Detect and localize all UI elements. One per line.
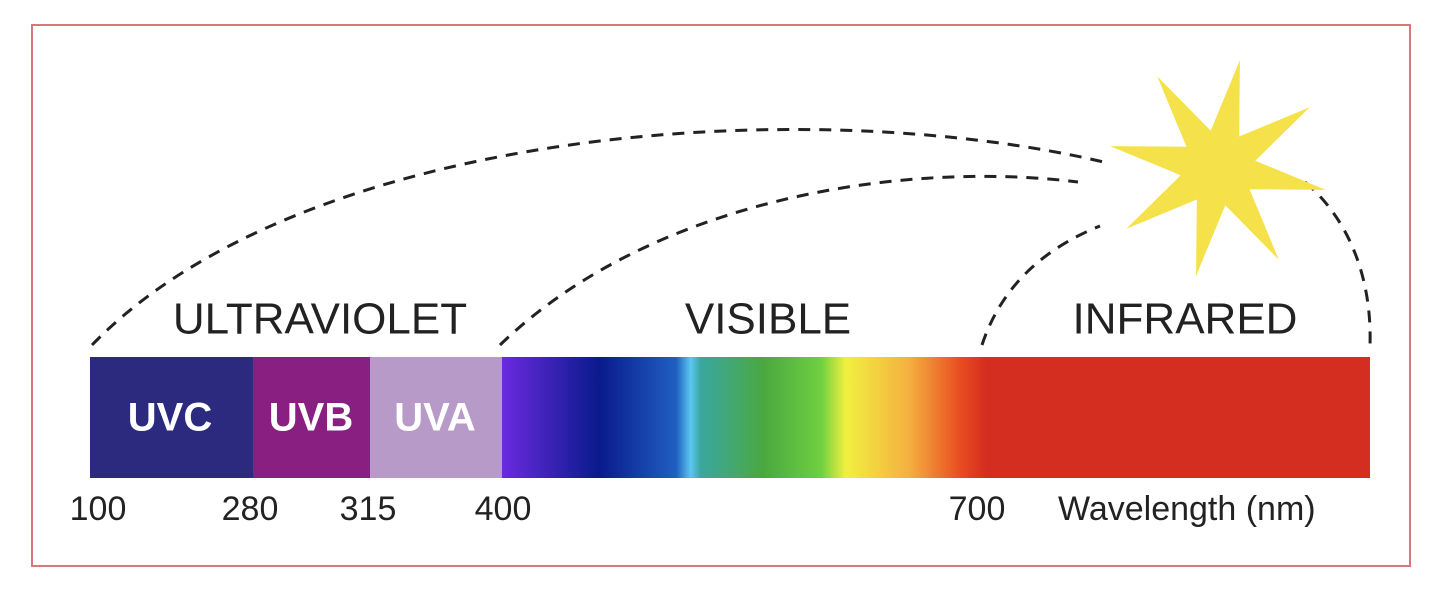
tick-label: 280 xyxy=(222,490,279,528)
frame xyxy=(31,24,1411,567)
axis-label: Wavelength (nm) xyxy=(1058,490,1316,528)
infrared-band xyxy=(985,357,1370,478)
arc xyxy=(1304,180,1372,346)
tick-label: 100 xyxy=(70,490,127,528)
tick-label: 315 xyxy=(340,490,397,528)
tick-label: 700 xyxy=(949,490,1006,528)
visible-band xyxy=(502,357,986,478)
region-label: VISIBLE xyxy=(685,295,851,344)
sun xyxy=(1110,60,1326,276)
band-label: UVB xyxy=(269,396,353,440)
uvb-band xyxy=(253,357,371,478)
region-label: ULTRAVIOLET xyxy=(173,295,467,344)
arc xyxy=(498,174,1079,347)
band-label: UVA xyxy=(394,396,475,440)
tick-label: 400 xyxy=(475,490,532,528)
band-label: UVC xyxy=(128,396,212,440)
arc xyxy=(980,224,1101,346)
region-label: INFRARED xyxy=(1073,295,1298,344)
uva-band xyxy=(370,357,503,478)
uvc-band xyxy=(90,357,254,478)
